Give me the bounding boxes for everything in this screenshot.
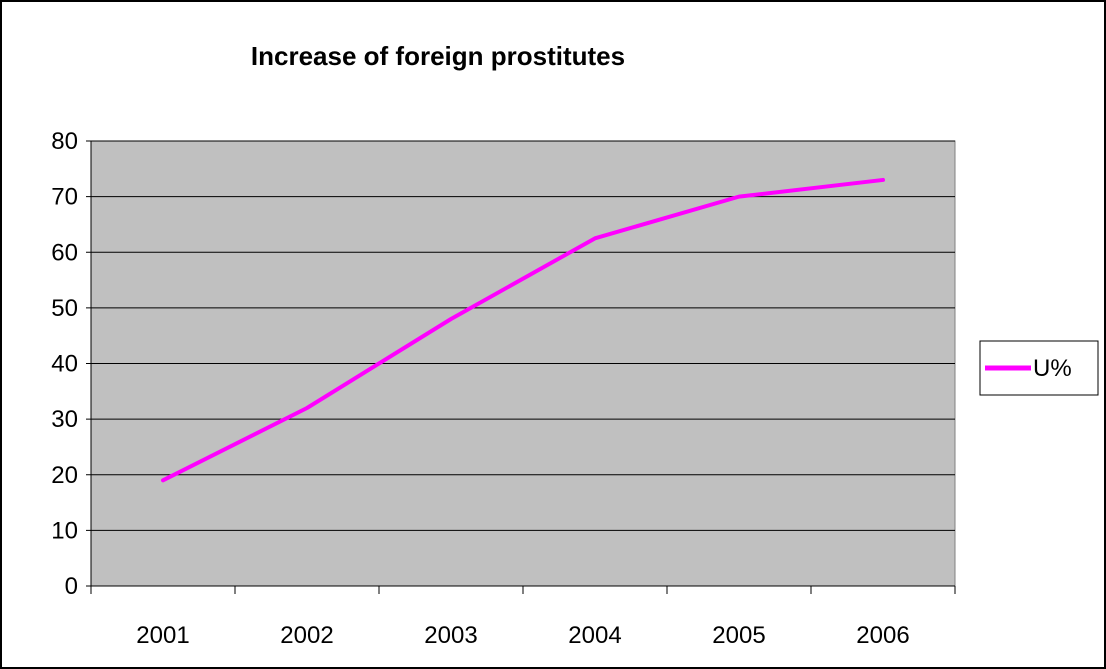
data-point (737, 195, 741, 199)
data-point (593, 236, 597, 240)
data-point (161, 478, 165, 482)
legend: U% (979, 340, 1099, 396)
chart-title: Increase of foreign prostitutes (251, 41, 625, 71)
y-axis-ticks: 0 10 20 30 40 50 60 70 80 (51, 128, 91, 600)
y-tick-label: 60 (51, 239, 78, 266)
y-tick-label: 0 (65, 573, 78, 600)
x-tick-label: 2006 (856, 622, 909, 649)
x-tick-label: 2005 (712, 622, 765, 649)
data-point (881, 178, 885, 182)
x-tick-label: 2004 (568, 622, 621, 649)
data-point (449, 317, 453, 321)
legend-label-u-percent: U% (1033, 355, 1072, 382)
x-tick-label: 2003 (424, 622, 477, 649)
data-point (305, 406, 309, 410)
y-tick-label: 80 (51, 128, 78, 155)
y-tick-label: 70 (51, 184, 78, 211)
y-tick-label: 30 (51, 406, 78, 433)
x-tick-label: 2001 (136, 622, 189, 649)
x-axis-ticks: 2001 2002 2003 2004 2005 2006 (90, 586, 956, 649)
x-tick-label: 2002 (280, 622, 333, 649)
series-line (161, 177, 885, 483)
y-tick-label: 10 (51, 517, 78, 544)
series-group (161, 177, 885, 483)
y-tick-label: 40 (51, 351, 78, 378)
y-tick-label: 20 (51, 462, 78, 489)
gridlines (91, 140, 955, 531)
y-tick-label: 50 (51, 295, 78, 322)
